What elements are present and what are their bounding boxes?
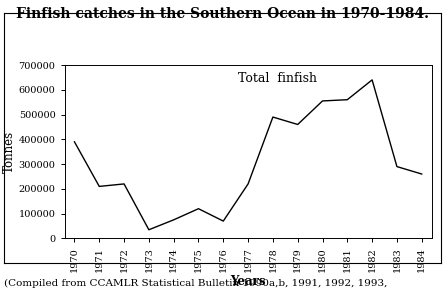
Y-axis label: Tonnes: Tonnes (3, 131, 16, 173)
X-axis label: Years: Years (231, 275, 266, 288)
Text: (Compiled from CCAMLR Statistical Bulletin 1990a,b, 1991, 1992, 1993,: (Compiled from CCAMLR Statistical Bullet… (4, 278, 388, 288)
Text: Finfish catches in the Southern Ocean in 1970-1984.: Finfish catches in the Southern Ocean in… (16, 7, 429, 21)
Text: Total  finfish: Total finfish (238, 72, 317, 85)
